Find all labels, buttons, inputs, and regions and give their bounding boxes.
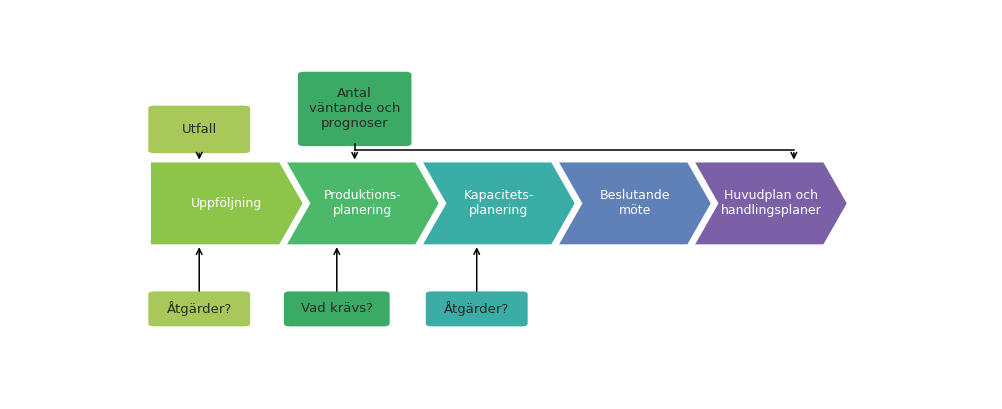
Polygon shape xyxy=(694,162,846,244)
Text: Åtgärder?: Åtgärder? xyxy=(166,301,231,317)
Polygon shape xyxy=(558,162,710,244)
Text: Antal
väntande och
prognoser: Antal väntande och prognoser xyxy=(309,88,400,130)
Text: Vad krävs?: Vad krävs? xyxy=(301,302,373,315)
FancyBboxPatch shape xyxy=(148,292,249,326)
Text: Produktions-
planering: Produktions- planering xyxy=(324,189,402,218)
Polygon shape xyxy=(151,162,303,244)
Text: Kapacitets-
planering: Kapacitets- planering xyxy=(463,189,533,218)
FancyBboxPatch shape xyxy=(298,72,411,146)
Text: Huvudplan och
handlingsplaner: Huvudplan och handlingsplaner xyxy=(719,189,821,218)
FancyBboxPatch shape xyxy=(148,106,249,153)
FancyBboxPatch shape xyxy=(426,292,527,326)
FancyBboxPatch shape xyxy=(284,292,390,326)
Text: Åtgärder?: Åtgärder? xyxy=(444,301,509,317)
Text: Beslutande
möte: Beslutande möte xyxy=(599,189,669,218)
Polygon shape xyxy=(287,162,438,244)
Text: Uppföljning: Uppföljning xyxy=(191,197,263,210)
Text: Utfall: Utfall xyxy=(181,123,216,136)
Polygon shape xyxy=(423,162,574,244)
